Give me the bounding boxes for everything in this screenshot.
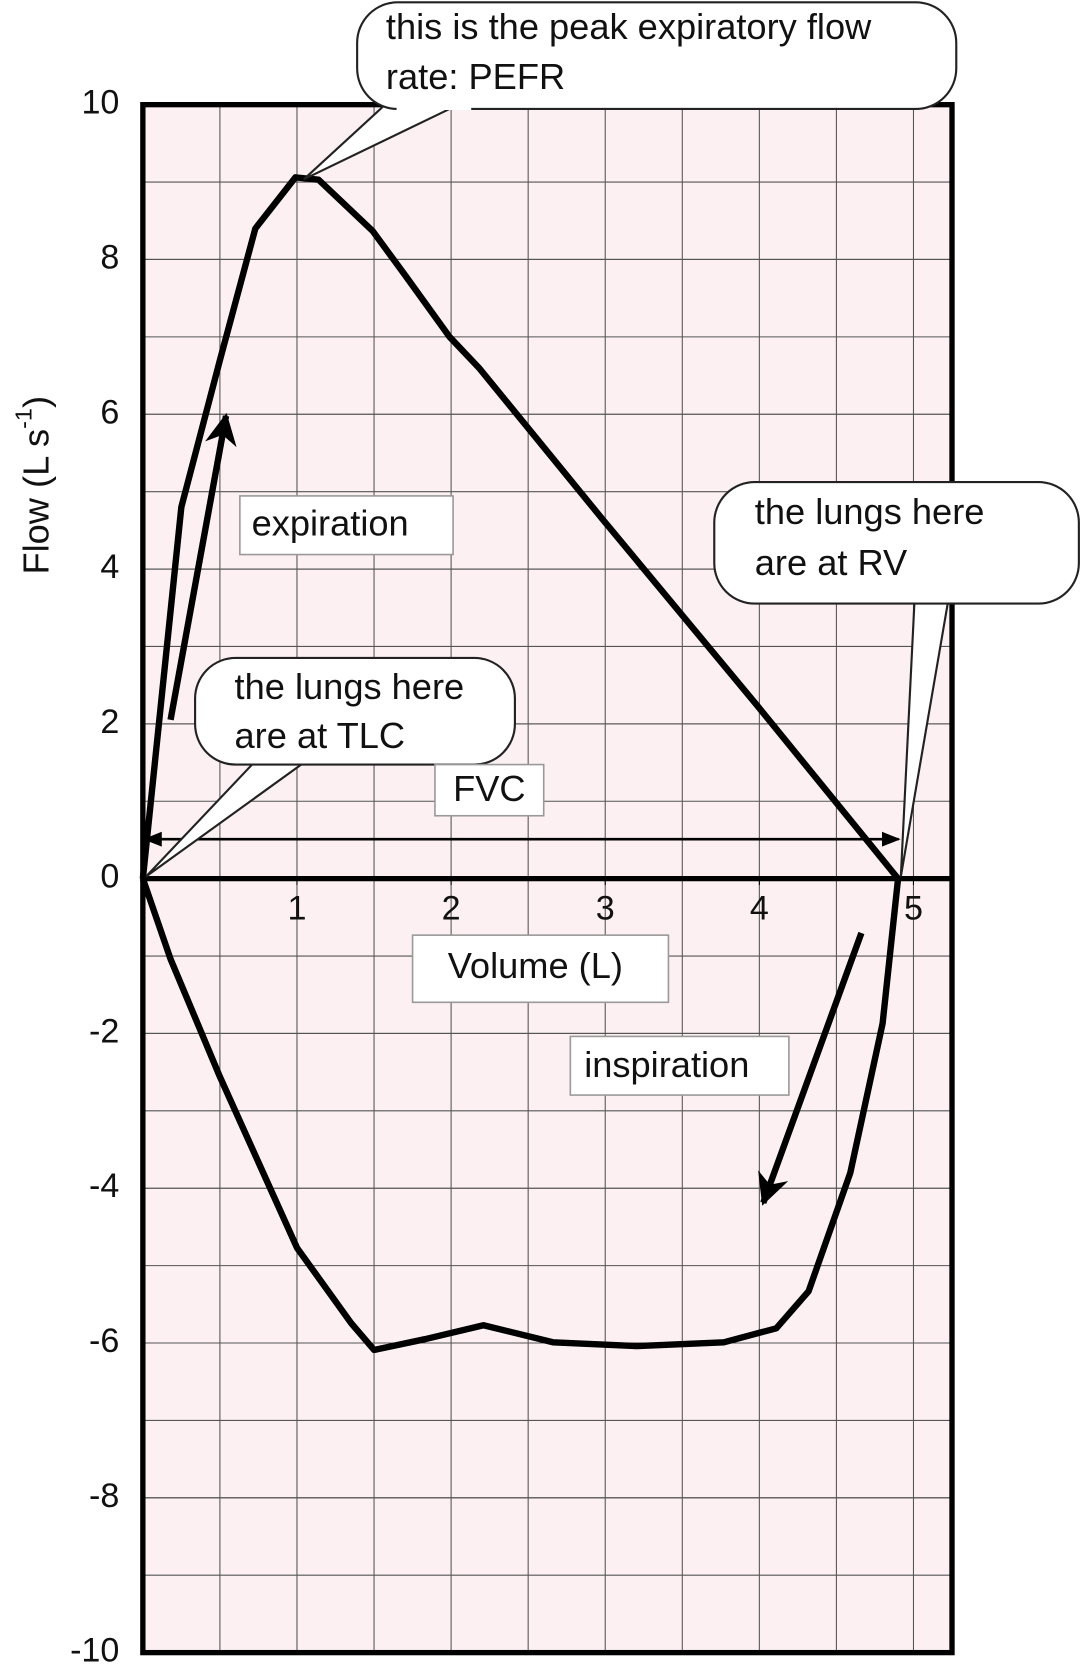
annotation: are at TLC xyxy=(235,714,406,755)
annotation: expiration xyxy=(252,502,409,543)
annotation-line: this is the peak expiratory flow xyxy=(386,6,872,47)
expiration-arrow xyxy=(167,412,237,721)
callout-pointer xyxy=(303,95,459,181)
y-tick-label: -4 xyxy=(89,1167,119,1205)
y-tick-label: 8 xyxy=(100,238,119,276)
annotation: rate: PEFR xyxy=(386,56,565,97)
annotation: inspiration xyxy=(584,1044,749,1085)
label-box xyxy=(239,495,454,556)
annotation: the lungs here xyxy=(235,665,465,706)
label-box xyxy=(569,1035,790,1096)
y-tick-label: 6 xyxy=(100,393,119,431)
y-tick-label: -6 xyxy=(89,1322,119,1360)
annotation-line: the lungs here xyxy=(235,665,465,706)
x-tick-label: 4 xyxy=(750,890,769,928)
callout-pointer xyxy=(145,754,316,878)
annotation-line: are at TLC xyxy=(235,714,406,755)
callout-join xyxy=(916,591,947,603)
x-axis-label: Volume (L) xyxy=(448,945,623,986)
y-tick-label: -2 xyxy=(89,1012,119,1050)
y-tick-label: 2 xyxy=(100,703,119,741)
annotation: this is the peak expiratory flow xyxy=(386,6,872,47)
annotation: FVC xyxy=(453,768,525,809)
y-tick-label: 0 xyxy=(100,858,119,896)
inspiration-arrow xyxy=(758,931,865,1206)
annotation-line: the lungs here xyxy=(755,491,985,532)
label-box xyxy=(411,934,670,1004)
label-box xyxy=(434,763,545,817)
callout-pointer xyxy=(899,597,950,877)
x-tick-label: 1 xyxy=(287,890,306,928)
y-tick-label: 4 xyxy=(100,548,119,586)
annotation: are at RV xyxy=(755,542,908,583)
annotation-line: are at RV xyxy=(755,542,908,583)
callout-join xyxy=(264,746,313,764)
annotation-line: rate: PEFR xyxy=(386,56,565,97)
y-label-part: Flow (L s xyxy=(15,429,56,575)
x-tick-label: 5 xyxy=(904,890,923,928)
callout xyxy=(356,1,958,111)
y-tick-label: -10 xyxy=(70,1632,119,1670)
x-tick-label: 2 xyxy=(442,890,461,928)
y-axis-label: Flow (L s-1) xyxy=(11,396,56,575)
callout-join xyxy=(396,90,472,111)
annotation: the lungs here xyxy=(755,491,985,532)
y-tick-label: 10 xyxy=(81,84,119,122)
y-tick-label: -8 xyxy=(89,1477,119,1515)
callout xyxy=(713,480,1080,605)
y-label-sup: -1 xyxy=(11,408,37,429)
y-label-part: ) xyxy=(15,396,56,408)
x-tick-label: 3 xyxy=(596,890,615,928)
callout xyxy=(194,656,516,766)
